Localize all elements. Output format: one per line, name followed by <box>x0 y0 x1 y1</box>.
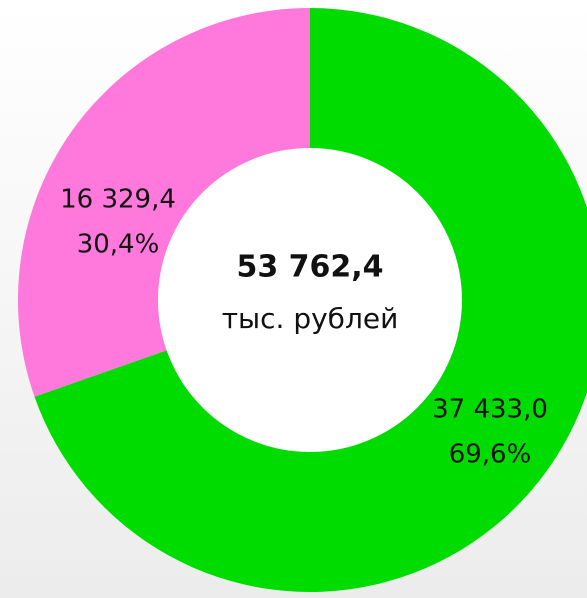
percent-label: 30,4% <box>77 230 160 260</box>
value-label: 37 433,0 <box>432 395 548 425</box>
donut-hole <box>158 148 462 452</box>
value-label: 16 329,4 <box>60 185 176 215</box>
percent-label: 69,6% <box>449 440 532 470</box>
unit-label: тыс. рублей <box>222 302 399 335</box>
total-label: 53 762,4 <box>236 250 383 285</box>
